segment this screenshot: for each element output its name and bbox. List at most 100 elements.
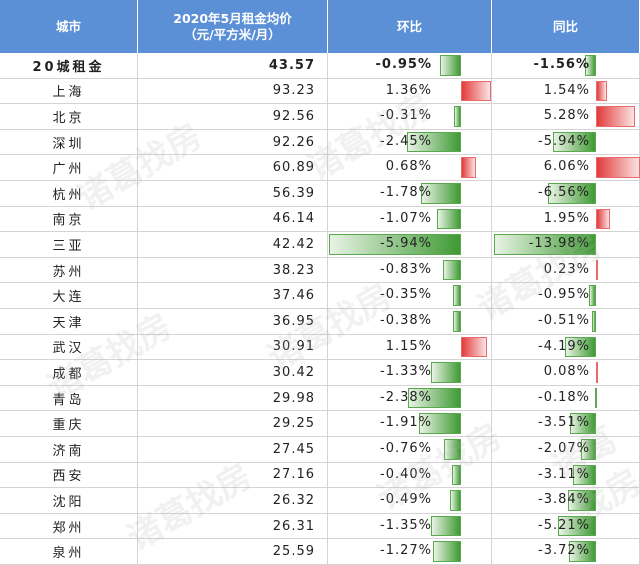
mom-cell: -0.49%	[328, 488, 492, 514]
header-cell: 环比	[328, 0, 492, 53]
data-bar	[452, 311, 461, 332]
yoy-cell: -0.18%	[492, 385, 640, 412]
city-name: 深圳	[52, 136, 85, 152]
mom-cell: -0.76%	[328, 437, 492, 463]
mom-cell: -2.38%	[328, 385, 492, 412]
mom-cell: -1.07%	[328, 206, 492, 233]
city-name: 青岛	[52, 392, 85, 408]
rent-value: 27.16	[272, 467, 315, 483]
mom-cell: -0.35%	[328, 283, 492, 309]
header-text: 同比	[552, 18, 578, 34]
data-bar	[557, 515, 596, 537]
rent-value: 37.46	[272, 288, 315, 304]
header-text: 城市	[55, 18, 81, 34]
city-name: 北京	[52, 110, 85, 126]
yoy-cell: -2.07%	[492, 437, 640, 463]
data-bar	[548, 183, 596, 204]
percent-label: -2.07%	[538, 441, 590, 456]
yoy-cell: -6.56%	[492, 181, 640, 207]
rent-value: 60.89	[272, 160, 315, 176]
city-cell: 深圳	[0, 129, 138, 156]
city-cell: 苏州	[0, 257, 138, 284]
data-bar	[418, 413, 461, 434]
percent-label: -1.56%	[533, 57, 590, 72]
mom-cell: -1.27%	[328, 539, 492, 565]
yoy-cell: -3.51%	[492, 411, 640, 437]
data-bar	[408, 387, 461, 409]
rent-cell: 43.57	[138, 53, 328, 79]
data-bar	[594, 387, 597, 409]
data-bar	[454, 106, 461, 127]
percent-label: -0.95%	[538, 287, 590, 303]
header-cell: 同比	[492, 0, 640, 53]
city-cell: 南京	[0, 206, 138, 233]
city-name: 济南	[52, 443, 85, 459]
data-bar	[431, 362, 461, 383]
data-bar	[431, 515, 461, 537]
percent-label: -1.07%	[380, 210, 432, 226]
data-bar	[573, 464, 596, 486]
yoy-cell: 0.08%	[492, 360, 640, 386]
data-bar	[437, 208, 461, 230]
rent-cell: 60.89	[138, 155, 328, 181]
rent-value: 30.42	[272, 364, 315, 380]
mom-cell: -1.33%	[328, 360, 492, 386]
yoy-cell: -0.95%	[492, 283, 640, 309]
yoy-cell: 1.95%	[492, 206, 640, 233]
yoy-cell: -1.56%	[492, 53, 640, 79]
percent-label: 0.08%	[543, 364, 590, 380]
mom-cell: 1.15%	[328, 334, 492, 361]
percent-label: -0.95%	[375, 57, 432, 72]
percent-label: -3.11%	[538, 466, 590, 482]
percent-label: -5.21%	[538, 517, 590, 533]
city-name: 上海	[52, 85, 85, 101]
rent-value: 42.42	[272, 236, 315, 252]
percent-label: 5.28%	[543, 108, 590, 124]
data-bar	[442, 259, 461, 281]
percent-label: 1.54%	[543, 82, 590, 98]
rent-cell: 26.31	[138, 513, 328, 540]
mom-cell: -1.78%	[328, 181, 492, 207]
data-bar	[452, 464, 461, 486]
city-cell: 20城租金	[0, 53, 138, 79]
percent-label: -6.56%	[538, 185, 590, 200]
city-name: 大连	[52, 290, 85, 306]
percent-label: -0.76%	[380, 441, 432, 456]
yoy-cell: -3.72%	[492, 539, 640, 565]
rent-cell: 30.42	[138, 360, 328, 386]
data-bar	[580, 439, 596, 460]
yoy-cell: -4.19%	[492, 334, 640, 361]
data-bar	[552, 131, 596, 153]
percent-label: 1.36%	[385, 82, 432, 98]
rent-value: 25.59	[272, 544, 315, 560]
header-text: 环比	[396, 18, 422, 34]
rent-cell: 29.25	[138, 411, 328, 437]
city-cell: 上海	[0, 78, 138, 105]
rent-cell: 25.59	[138, 539, 328, 565]
city-cell: 武汉	[0, 334, 138, 361]
rent-cell: 26.32	[138, 488, 328, 514]
rent-cell: 92.26	[138, 129, 328, 156]
percent-label: -5.94%	[538, 133, 590, 149]
yoy-cell: 6.06%	[492, 155, 640, 181]
data-bar	[461, 80, 492, 102]
city-cell: 泉州	[0, 539, 138, 565]
city-name: 成都	[52, 366, 85, 382]
mom-cell: 1.36%	[328, 78, 492, 105]
percent-label: -0.83%	[380, 261, 432, 277]
rent-value: 92.56	[272, 108, 315, 124]
data-bar	[329, 234, 461, 255]
rent-cell: 56.39	[138, 181, 328, 207]
rent-cell: 27.16	[138, 462, 328, 489]
mom-cell: -0.38%	[328, 309, 492, 335]
city-cell: 沈阳	[0, 488, 138, 514]
yoy-cell: -13.98%	[492, 232, 640, 258]
city-name: 三亚	[52, 238, 85, 254]
data-bar	[596, 362, 598, 383]
rent-value: 92.26	[272, 134, 315, 150]
rent-value: 43.57	[268, 57, 315, 73]
percent-label: -1.91%	[380, 415, 432, 431]
data-bar	[596, 259, 598, 281]
rent-cell: 92.56	[138, 104, 328, 130]
